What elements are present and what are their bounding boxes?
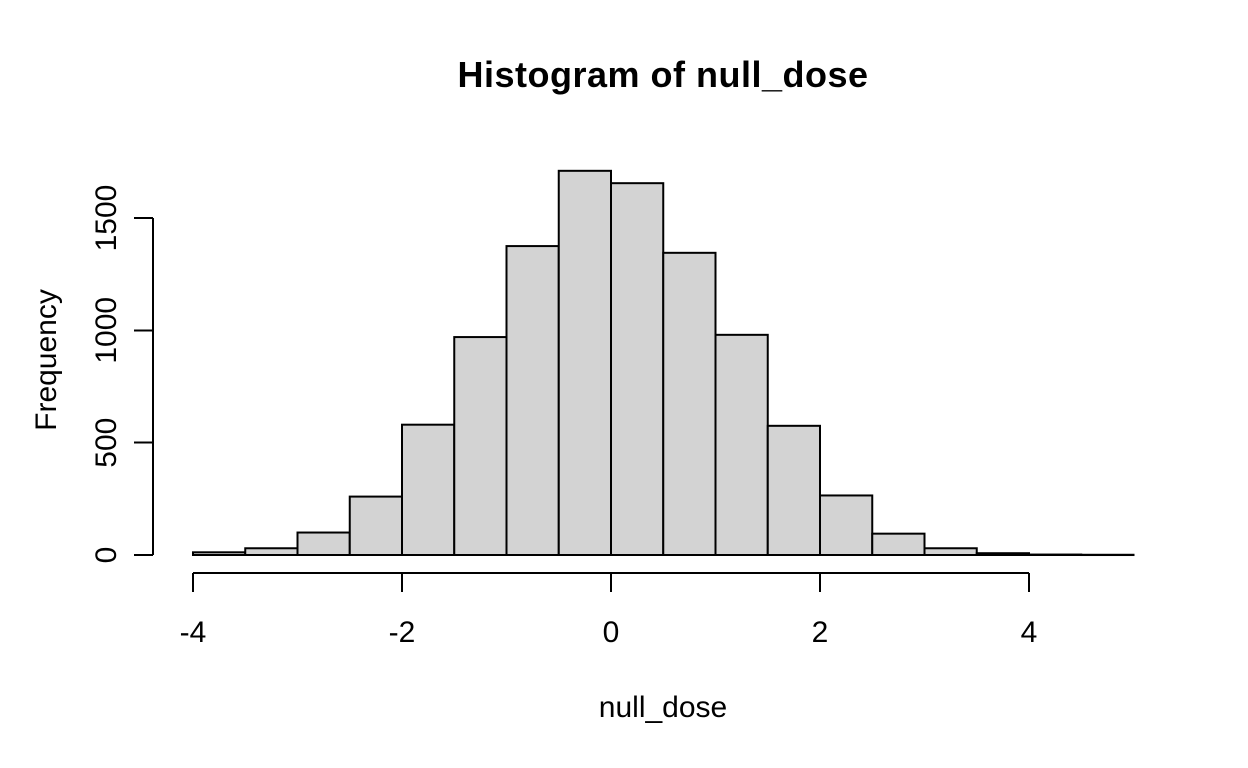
x-tick-label: 2 (812, 616, 829, 649)
histogram-bar (819, 494, 874, 556)
histogram-bar (296, 531, 351, 557)
histogram-bar (505, 245, 560, 557)
histogram-bar (192, 551, 247, 556)
histogram-bar (662, 251, 717, 556)
x-tick-label: -2 (389, 616, 416, 649)
y-tick-label: 1500 (90, 185, 123, 252)
histogram-bar (401, 423, 456, 556)
histogram-bar (923, 547, 978, 557)
histogram-bar (348, 495, 403, 556)
chart-title: Histogram of null_dose (457, 54, 869, 95)
histogram-bar (766, 424, 821, 556)
x-axis-title: null_dose (598, 691, 728, 724)
histogram-bar (453, 336, 508, 556)
y-tick-label: 500 (90, 418, 123, 468)
histogram-bar (975, 552, 1030, 557)
x-tick-label: 0 (603, 616, 620, 649)
x-tick-label: -4 (180, 616, 207, 649)
histogram-bar (610, 182, 665, 556)
histogram-bar (557, 169, 612, 556)
histogram-bar (244, 547, 299, 557)
histogram-bar (871, 532, 926, 556)
histogram-bar (714, 333, 769, 556)
y-tick-label: 1000 (90, 297, 123, 364)
x-tick-label: 4 (1021, 616, 1038, 649)
y-tick-label: 0 (90, 547, 123, 564)
